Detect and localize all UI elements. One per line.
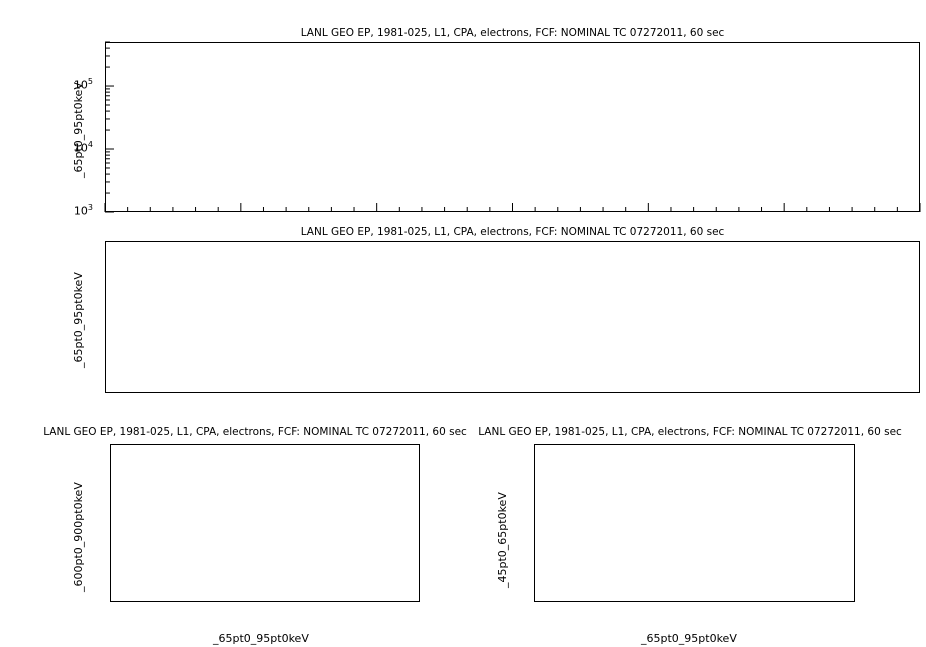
bottom-right-panel-frame bbox=[534, 444, 855, 602]
bottom-right-panel-xlabel: _65pt0_95pt0keV bbox=[641, 632, 737, 645]
top-ytick-1e3: 103 bbox=[73, 203, 93, 218]
middle-panel-frame bbox=[105, 241, 920, 393]
bottom-right-panel-title: LANL GEO EP, 1981-025, L1, CPA, electron… bbox=[478, 426, 902, 438]
top-ytick-1e4: 104 bbox=[73, 140, 93, 155]
top-ytick-1e5: 105 bbox=[73, 77, 93, 92]
middle-panel-title: LANL GEO EP, 1981-025, L1, CPA, electron… bbox=[300, 226, 725, 238]
bottom-left-panel-title: LANL GEO EP, 1981-025, L1, CPA, electron… bbox=[43, 426, 467, 438]
top-panel-frame bbox=[105, 42, 920, 212]
top-panel-title: LANL GEO EP, 1981-025, L1, CPA, electron… bbox=[300, 27, 725, 39]
bottom-left-panel-frame bbox=[110, 444, 420, 602]
bottom-left-panel-xlabel: _65pt0_95pt0keV bbox=[213, 632, 309, 645]
